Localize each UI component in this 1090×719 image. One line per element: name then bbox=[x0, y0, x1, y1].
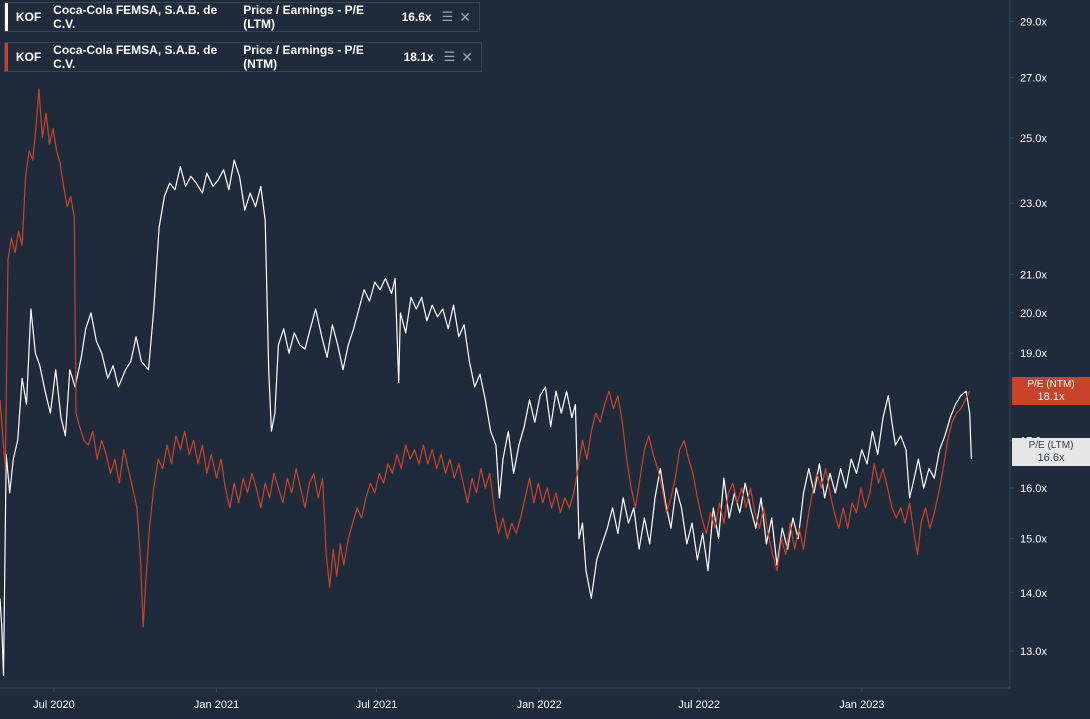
y-tick-label: 19.0x bbox=[1020, 348, 1047, 360]
x-tick-label: Jan 2023 bbox=[839, 699, 884, 711]
legend-swatch-ntm bbox=[5, 43, 8, 71]
y-tick-label: 21.0x bbox=[1020, 270, 1047, 282]
y-tick-label: 23.0x bbox=[1020, 198, 1047, 210]
x-tick-label: Jul 2021 bbox=[356, 699, 398, 711]
series-layer bbox=[0, 88, 972, 676]
x-tick-label: Jan 2021 bbox=[194, 699, 239, 711]
x-tick-label: Jul 2022 bbox=[678, 699, 720, 711]
y-tick-label: 13.0x bbox=[1020, 646, 1047, 658]
legend-swatch-ltm bbox=[5, 3, 8, 31]
x-tick-label: Jan 2022 bbox=[517, 699, 562, 711]
y-tick-label: 14.0x bbox=[1020, 588, 1047, 600]
tag-value: 18.1x bbox=[1037, 391, 1065, 403]
y-tick-label: 27.0x bbox=[1020, 72, 1047, 84]
series-line-pe-ltm bbox=[0, 159, 972, 676]
layers-icon[interactable]: ☰ bbox=[441, 9, 454, 24]
legend-company: Coca-Cola FEMSA, S.A.B. de C.V. bbox=[53, 43, 218, 71]
last-value-tag-ltm: P/E (LTM) 16.6x bbox=[1012, 438, 1090, 466]
y-tick-label: 16.0x bbox=[1020, 483, 1047, 495]
tag-label: P/E (NTM) bbox=[1027, 379, 1075, 390]
series-line-pe-ntm bbox=[0, 88, 971, 628]
y-tick-label: 29.0x bbox=[1020, 16, 1047, 28]
x-axis: Jul 2020 Jan 2021 Jul 2021 Jan 2022 Jul 2022… bbox=[33, 688, 884, 711]
legend-company: Coca-Cola FEMSA, S.A.B. de C.V. bbox=[53, 3, 218, 31]
legend-item-ntm[interactable]: KOF Coca-Cola FEMSA, S.A.B. de C.V. Pric… bbox=[4, 42, 482, 72]
y-tick-label: 25.0x bbox=[1020, 133, 1047, 145]
layers-icon[interactable]: ☰ bbox=[443, 49, 456, 64]
legend-ticker: KOF bbox=[15, 50, 42, 64]
legend-ticker: KOF bbox=[15, 10, 42, 24]
legend-item-ltm[interactable]: KOF Coca-Cola FEMSA, S.A.B. de C.V. Pric… bbox=[4, 2, 480, 32]
last-value-tag-ntm: P/E (NTM) 18.1x bbox=[1012, 377, 1090, 405]
y-tick-label: 15.0x bbox=[1020, 534, 1047, 546]
close-icon[interactable]: ✕ bbox=[459, 8, 471, 25]
legend-metric: Price / Earnings - P/E (NTM) bbox=[243, 43, 364, 71]
tag-label: P/E (LTM) bbox=[1028, 440, 1074, 451]
legend-value: 16.6x bbox=[401, 10, 432, 24]
legend-metric: Price / Earnings - P/E (LTM) bbox=[243, 3, 364, 31]
y-axis: 13.0x14.0x15.0x16.0x17.0x19.0x20.0x21.0x… bbox=[1010, 16, 1047, 658]
close-icon[interactable]: ✕ bbox=[461, 48, 473, 65]
y-tick-label: 20.0x bbox=[1020, 308, 1047, 320]
x-tick-label: Jul 2020 bbox=[33, 699, 75, 711]
tag-value: 16.6x bbox=[1037, 452, 1065, 464]
legend-value: 18.1x bbox=[403, 50, 434, 64]
